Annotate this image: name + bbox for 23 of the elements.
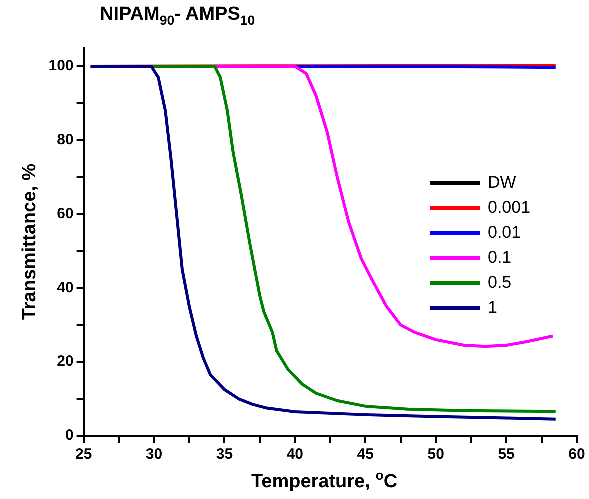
- y-tick-label: 20: [57, 353, 74, 370]
- chart-title: NIPAM$_{90}$- AMPS$_{10}$: [100, 4, 256, 28]
- y-tick-label: 40: [57, 279, 74, 296]
- y-tick-label: 100: [48, 58, 74, 75]
- legend-label: DW: [488, 172, 516, 192]
- legend-label: 0.001: [488, 198, 531, 218]
- y-tick-label: 60: [57, 205, 74, 222]
- x-tick-label: 45: [357, 446, 374, 464]
- x-tick-label: 40: [286, 446, 304, 464]
- x-tick-label: 25: [75, 446, 92, 464]
- y-tick-label: 0: [65, 427, 74, 444]
- x-axis-title: Temperature, $^{o}$C: [250, 468, 399, 494]
- legend-label: 0.5: [488, 272, 512, 292]
- x-tick-label: 55: [498, 446, 515, 464]
- x-tick-label: 60: [568, 446, 586, 464]
- legend-label: 0.1: [488, 248, 512, 268]
- x-tick-label: 35: [216, 446, 234, 464]
- legend-label: 0.01: [488, 222, 522, 242]
- y-axis-title: Transmittance, %: [20, 164, 41, 320]
- x-tick-label: 50: [428, 446, 444, 464]
- x-tick-label: 30: [146, 446, 163, 464]
- legend-label: 1: [488, 298, 498, 318]
- y-tick-label: 80: [57, 132, 74, 149]
